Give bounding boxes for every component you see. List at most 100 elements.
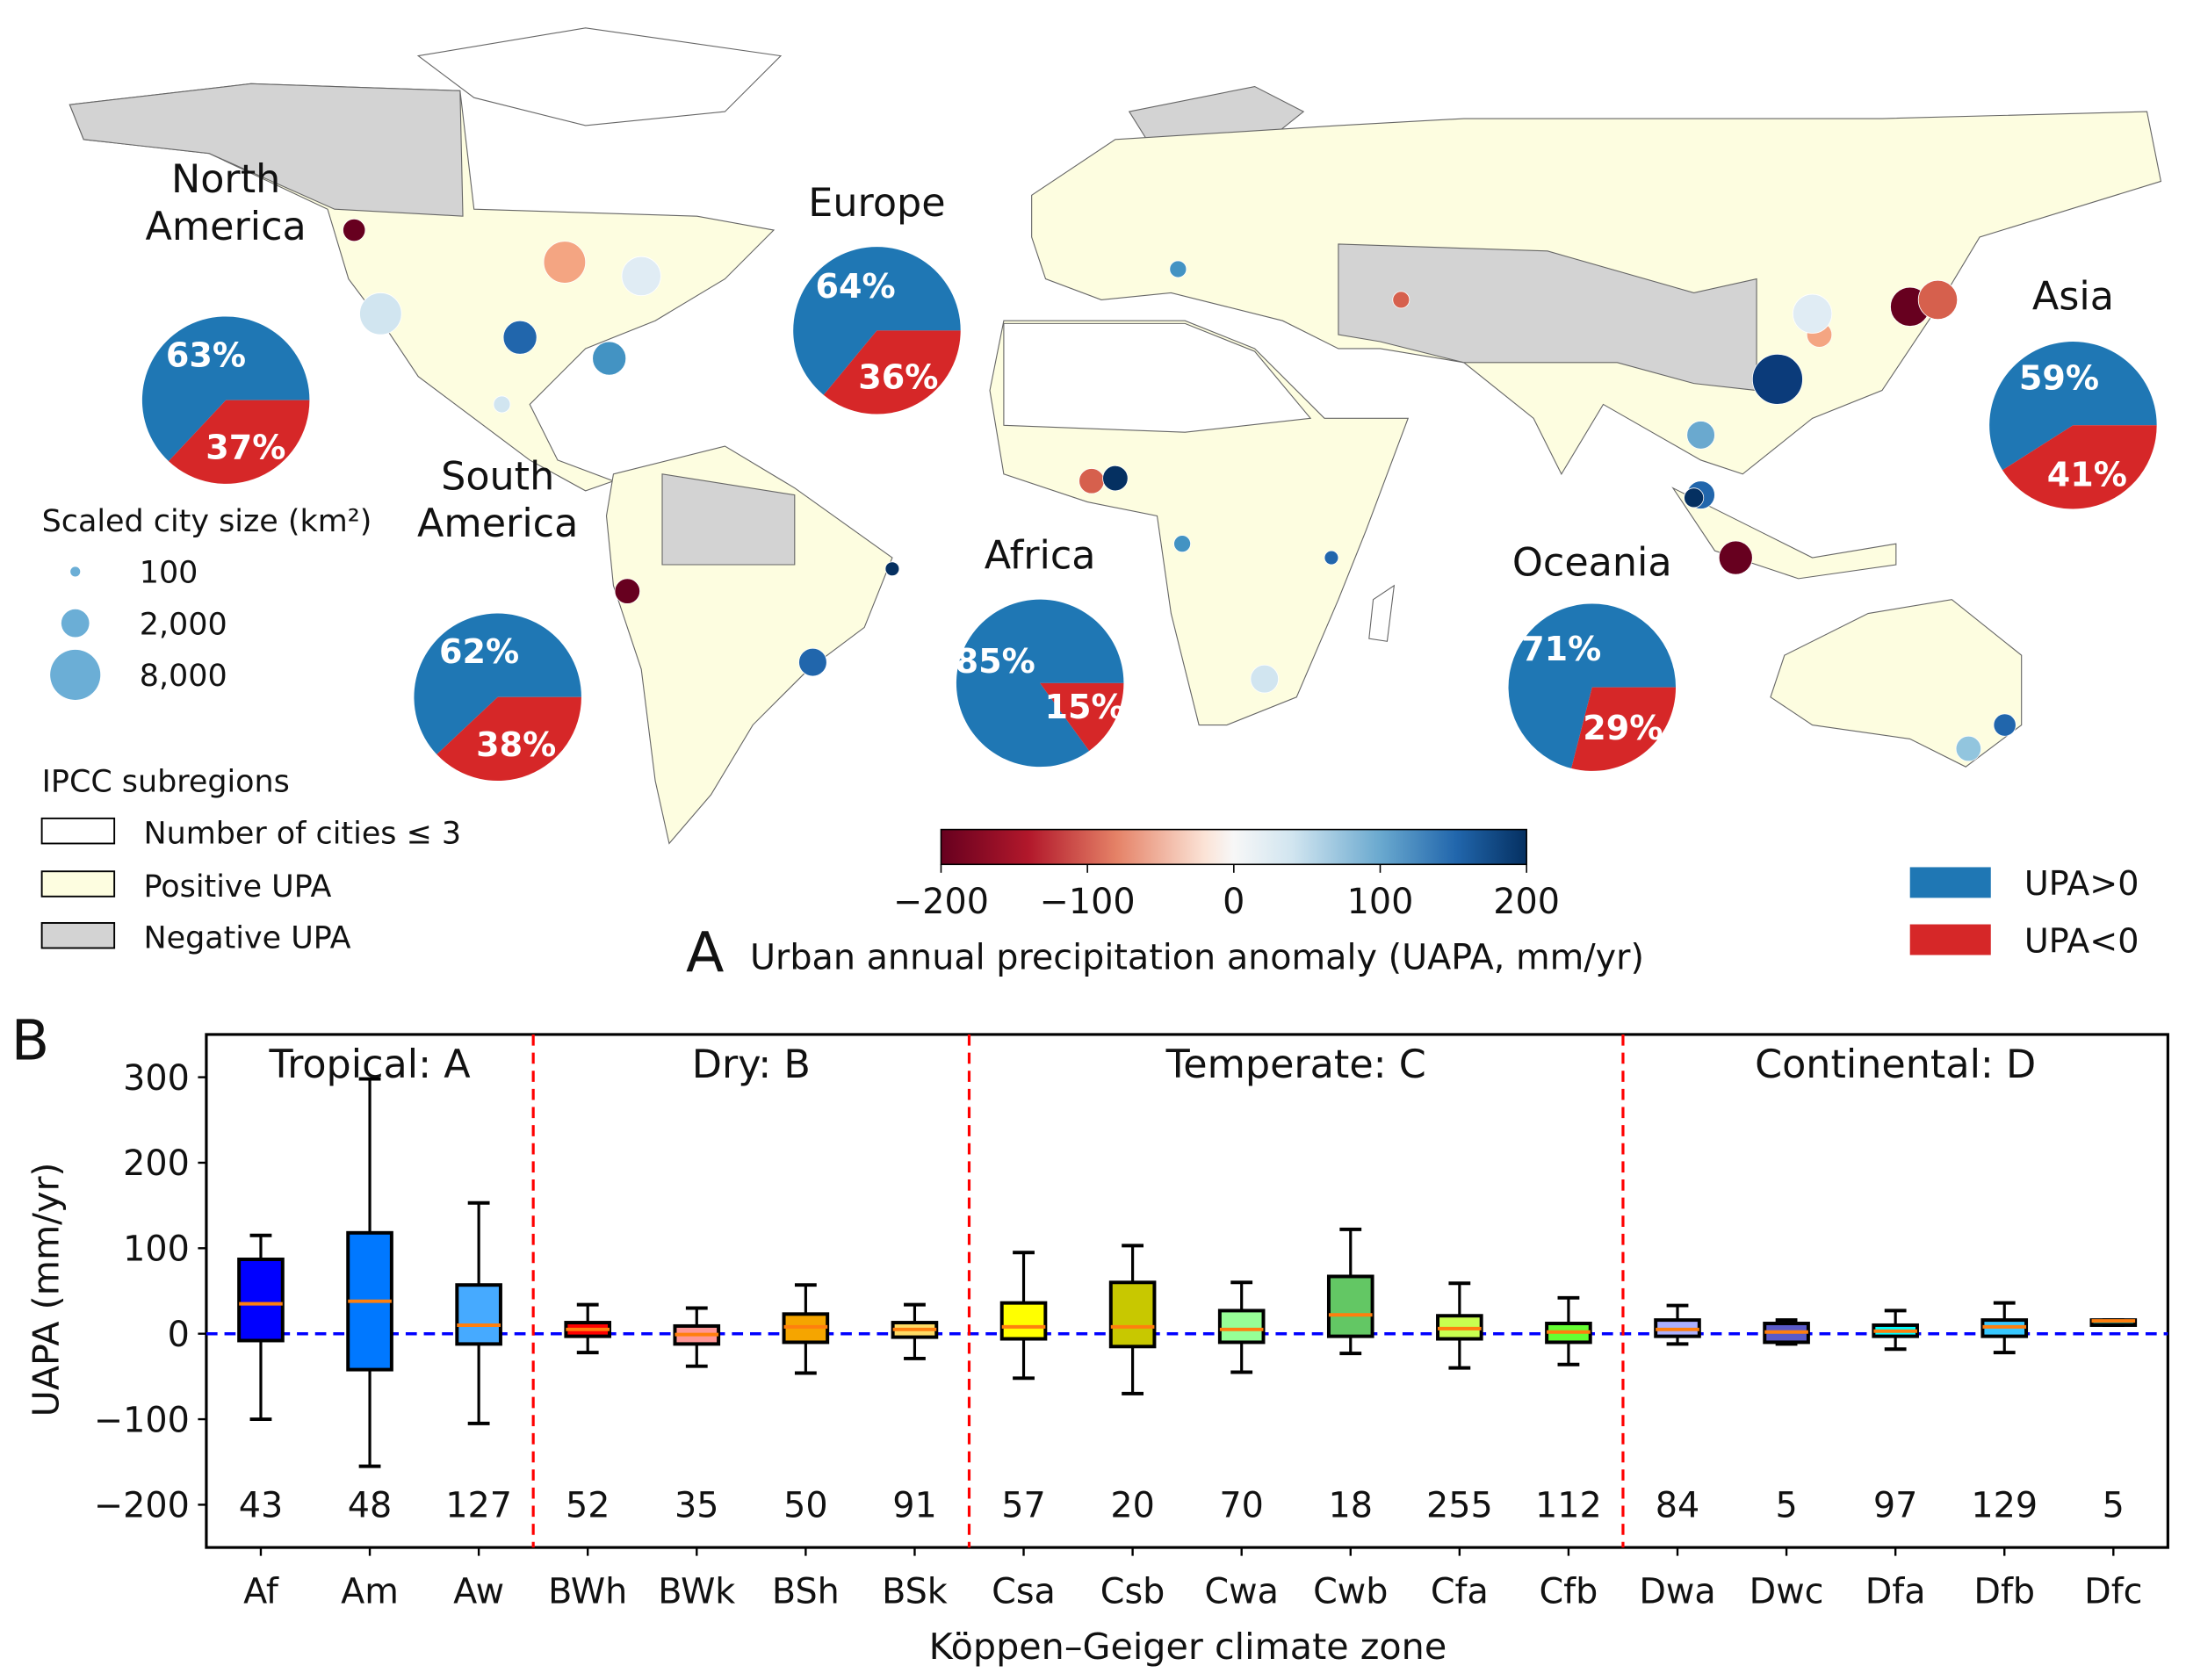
sample-count: 5 [1775,1486,1797,1526]
pie-slice-negative [823,330,961,415]
box-Cfb [1545,1295,1592,1366]
panel-b-label: B [11,1008,50,1073]
size-label: 8,000 [140,659,227,694]
x-tick-label: Dfc [2084,1572,2142,1612]
pie-slice-negative [1040,682,1124,751]
y-tick-label: 200 [123,1143,190,1184]
pie-label-negative: 15% [1045,688,1125,726]
sample-count: 112 [1535,1486,1602,1526]
size-marker-large [50,649,101,700]
colorbar-tick-label: −100 [1040,882,1136,922]
sample-count: 18 [1329,1486,1373,1526]
pie-label-positive: 64% [816,267,896,306]
pie-slice-negative [1571,687,1677,771]
size-marker-medium [61,609,90,638]
region-name: America [417,501,578,546]
size-marker-small [70,566,81,577]
pie-slice-negative [2002,425,2157,509]
legend-swatch-upa-negative [1909,924,1991,955]
x-tick-label: Dfb [1973,1572,2035,1612]
panel-a-label: A [686,920,724,985]
south-america-negative [661,473,796,566]
sample-count: 255 [1426,1486,1493,1526]
sample-count: 129 [1971,1486,2038,1526]
region-legend: IPCC subregions Number of cities ≤ 3 Pos… [40,765,461,956]
colorbar-tick-label: 100 [1347,882,1414,922]
pie-label-positive: 71% [1521,630,1601,668]
sample-count: 84 [1656,1486,1699,1526]
group-label: Temperate: C [1165,1042,1426,1087]
pie-label-negative: 29% [1583,709,1663,747]
boxplot: Tropical: A Dry: B Temperate: C Continental… [94,1033,2169,1612]
pie-africa: 85% 15% Africa [956,534,1125,768]
legend-label: Number of cities ≤ 3 [143,816,461,851]
box-iqr [455,1283,502,1346]
sample-count: 127 [445,1486,512,1526]
y-axis-label: UAPA (mm/yr) [25,1162,68,1417]
sample-count: 91 [892,1486,936,1526]
sahara [1003,322,1312,433]
colorbar-tick-label: −200 [893,882,989,922]
y-tick-label: −200 [94,1486,190,1526]
north-america [69,83,776,492]
legend-label: UPA>0 [2024,864,2139,903]
x-tick-label: Cfa [1431,1572,1489,1612]
x-tick-label: BWh [548,1572,627,1612]
box-Af [237,1233,285,1422]
sample-count: 57 [1001,1486,1045,1526]
legend-swatch-upa-positive [1909,867,1991,898]
box-Cwa [1217,1280,1266,1374]
region-name: Oceania [1512,541,1672,586]
x-tick-label: Cfb [1539,1572,1598,1612]
colorbar-tick-label: 0 [1223,882,1245,922]
x-axis-label: Köppen–Geiger climate zone [929,1626,1447,1668]
group-label: Dry: B [692,1042,811,1087]
legend-swatch-few-cities [40,817,116,845]
pie-slice-positive [414,613,581,754]
box-iqr [1217,1309,1266,1345]
australia [1770,599,2023,768]
box-BWh [564,1302,612,1355]
size-legend-title: Scaled city size (km²) [42,504,372,539]
colorbar-gradient [940,828,1527,866]
pie-label-positive: 62% [439,632,519,671]
x-tick-label: Cwb [1313,1572,1388,1612]
pie-asia: 59% 41% Asia [1989,275,2157,509]
region-name: Europe [808,181,945,226]
box-Csa [999,1251,1048,1381]
box-Dwc [1763,1318,1810,1346]
legend-swatch-positive [40,870,116,898]
x-tick-label: Cwa [1204,1572,1278,1612]
sample-count: 35 [675,1486,718,1526]
box-Csb [1108,1244,1157,1395]
box-iqr [1108,1280,1157,1349]
size-label: 100 [140,556,198,591]
pie-slice-positive [141,316,310,462]
region-name: South [441,454,554,499]
pie-slice-negative [436,696,581,782]
colorbar: −200 −100 0 100 200 A Urban annual precipita… [686,828,1644,985]
colorbar-label: Urban annual precipitation anomaly (UAPA… [750,937,1644,977]
pie-slice-negative [168,400,310,484]
box-Am [346,1077,393,1468]
canada-north [416,27,783,126]
pie-slice-positive [793,247,961,395]
pie-europe: 64% 36% Europe [793,181,961,415]
pie-label-negative: 37% [206,428,285,466]
legend-label: UPA<0 [2024,921,2139,960]
madagascar [1368,584,1396,642]
sample-count: 5 [2103,1486,2125,1526]
x-tick-label: Csb [1100,1572,1165,1612]
pie-slice-positive [1989,342,2157,471]
box-Cwb [1326,1227,1374,1356]
sample-count: 48 [348,1486,392,1526]
pie-legend: UPA>0 UPA<0 [1909,864,2139,960]
group-label: Continental: D [1755,1042,2036,1087]
sample-count: 50 [783,1486,827,1526]
legend-label: Negative UPA [143,921,350,956]
pie-label-negative: 41% [2047,455,2127,494]
